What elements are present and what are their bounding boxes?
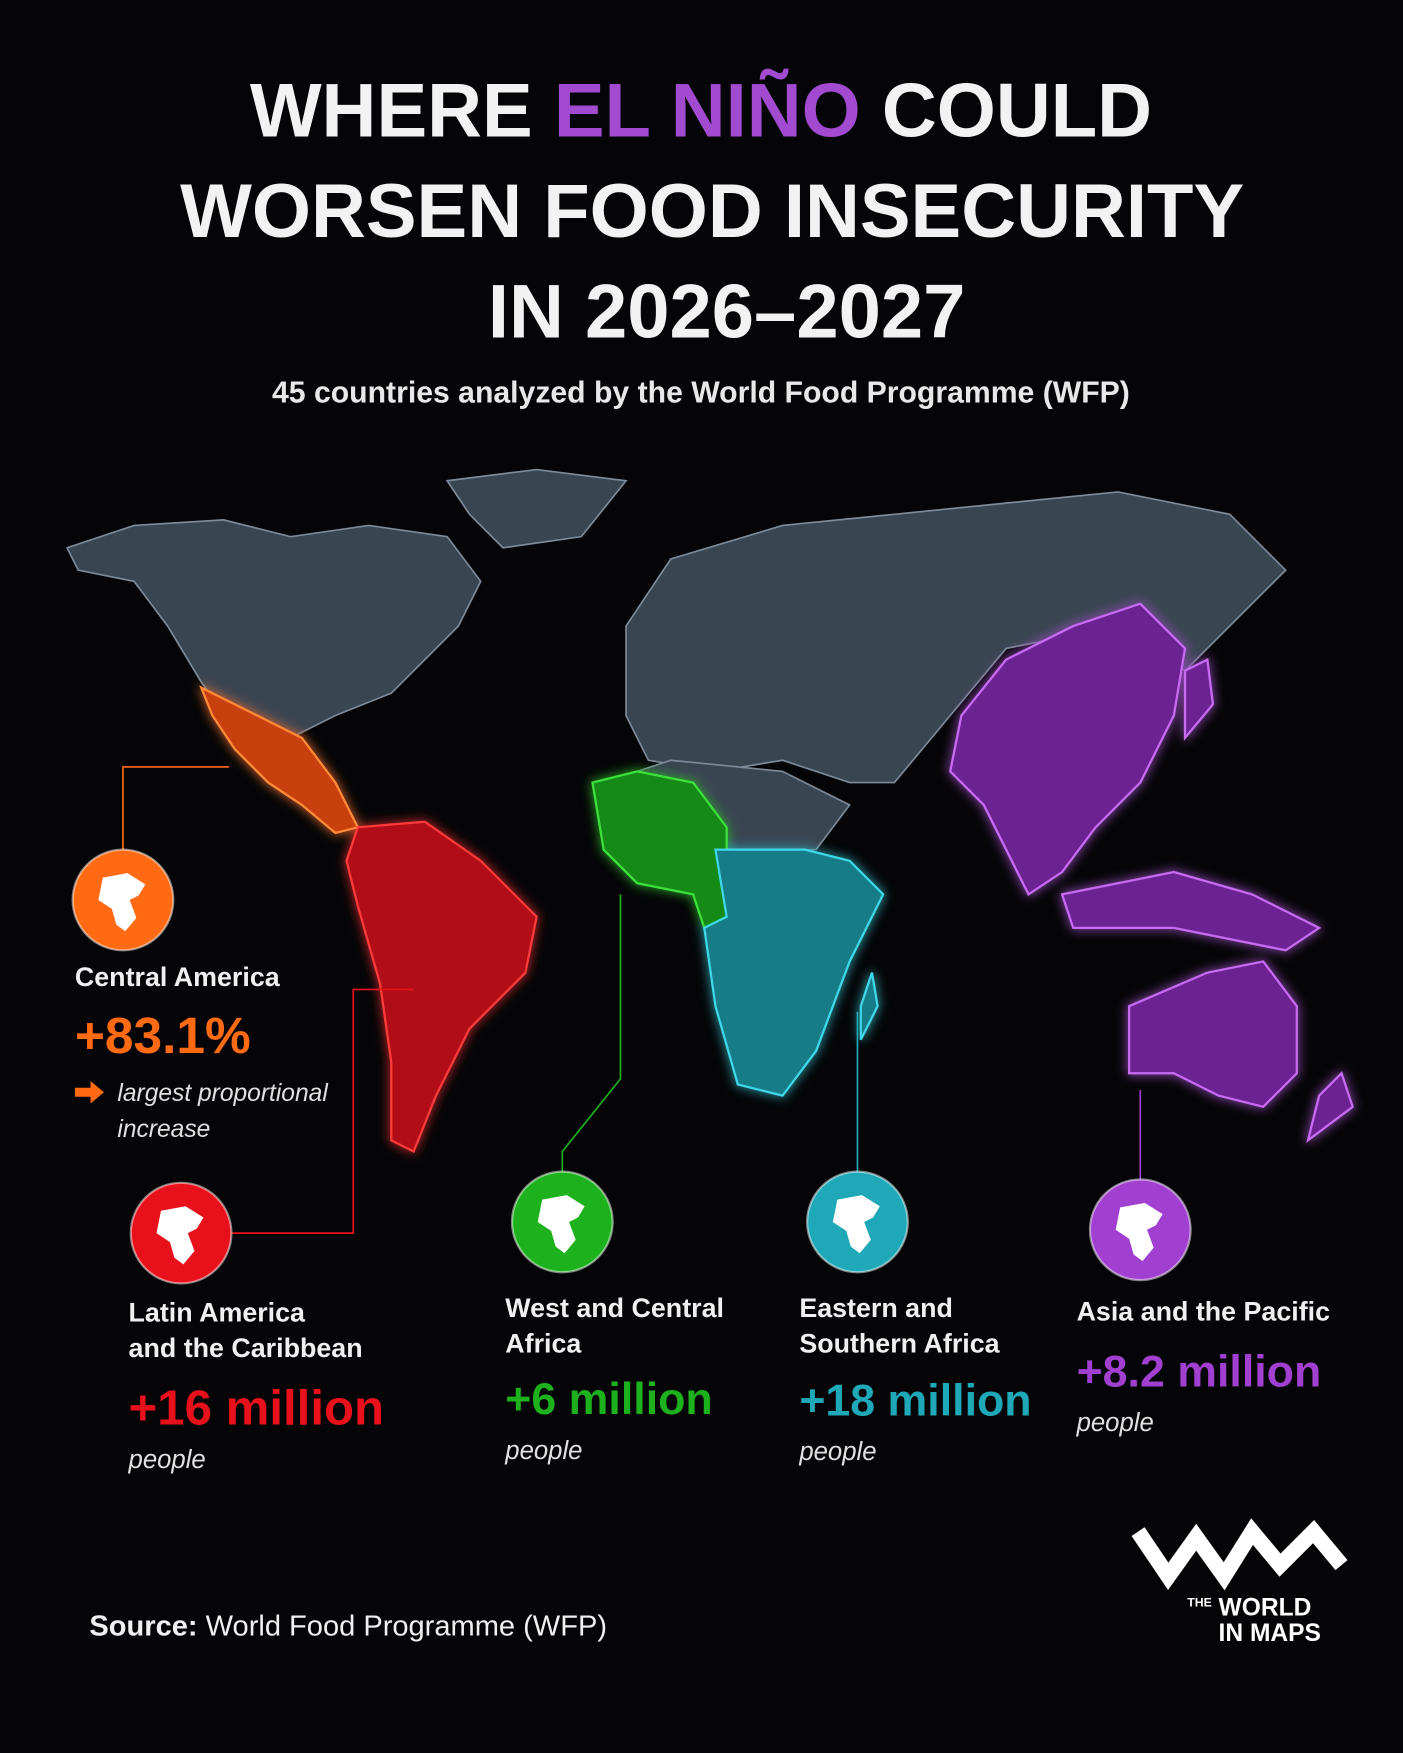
title-line: IN 2026–2027 bbox=[488, 270, 966, 355]
region-note: increase bbox=[117, 1116, 210, 1143]
region: Asia and the Pacific +8.2 million people bbox=[1076, 1178, 1331, 1437]
connectors bbox=[122, 766, 1142, 1234]
region-value: +16 million bbox=[129, 1380, 385, 1435]
subtitle: 45 countries analyzed by the World Food … bbox=[272, 376, 1130, 409]
note-arrow bbox=[74, 1081, 104, 1104]
region-value: +8.2 million bbox=[1077, 1347, 1322, 1396]
region-unit: people bbox=[798, 1438, 876, 1466]
region-unit: people bbox=[128, 1446, 206, 1474]
world-map bbox=[65, 468, 1355, 1154]
region-name: Latin America bbox=[129, 1297, 307, 1327]
title-line: WHERE EL NIÑO COULD bbox=[250, 68, 1152, 153]
icon-silhouette bbox=[156, 1206, 204, 1265]
region-name: Africa bbox=[505, 1329, 582, 1359]
region-unit: people bbox=[504, 1437, 582, 1465]
region-name: and the Caribbean bbox=[129, 1333, 363, 1363]
region-name: Central America bbox=[75, 962, 281, 992]
region-name: West and Central bbox=[505, 1293, 724, 1323]
region-name: Southern Africa bbox=[799, 1329, 1000, 1359]
title-line: WORSEN FOOD INSECURITY bbox=[180, 169, 1244, 254]
region-name: Asia and the Pacific bbox=[1077, 1296, 1331, 1326]
region: Latin America and the Caribbean +16 millio… bbox=[128, 1181, 385, 1474]
region-callouts: Central America +83.1% largest proportiona… bbox=[71, 848, 1331, 1474]
region-unit: people bbox=[1076, 1409, 1154, 1437]
region: West and Central Africa +6 million people bbox=[504, 1170, 724, 1465]
region-value: +18 million bbox=[799, 1376, 1031, 1425]
region-name: Eastern and bbox=[799, 1293, 953, 1323]
logo: THE WORLD IN MAPS bbox=[1131, 1518, 1348, 1647]
region: Eastern and Southern Africa +18 million peo… bbox=[798, 1170, 1032, 1466]
region-value: +6 million bbox=[505, 1375, 712, 1424]
icon-silhouette bbox=[98, 873, 146, 932]
icon-silhouette bbox=[537, 1195, 585, 1254]
source: Source: World Food Programme (WFP) bbox=[89, 1611, 607, 1643]
icon-silhouette bbox=[1115, 1202, 1163, 1262]
logo-the: THE bbox=[1187, 1596, 1212, 1610]
logo-maps: IN MAPS bbox=[1219, 1620, 1321, 1647]
region-value: +83.1% bbox=[75, 1006, 251, 1064]
region: Central America +83.1% largest proportiona… bbox=[71, 848, 329, 1143]
icon-silhouette bbox=[832, 1195, 880, 1254]
logo-world: WORLD bbox=[1219, 1594, 1312, 1621]
region-note: largest proportional bbox=[117, 1080, 329, 1107]
